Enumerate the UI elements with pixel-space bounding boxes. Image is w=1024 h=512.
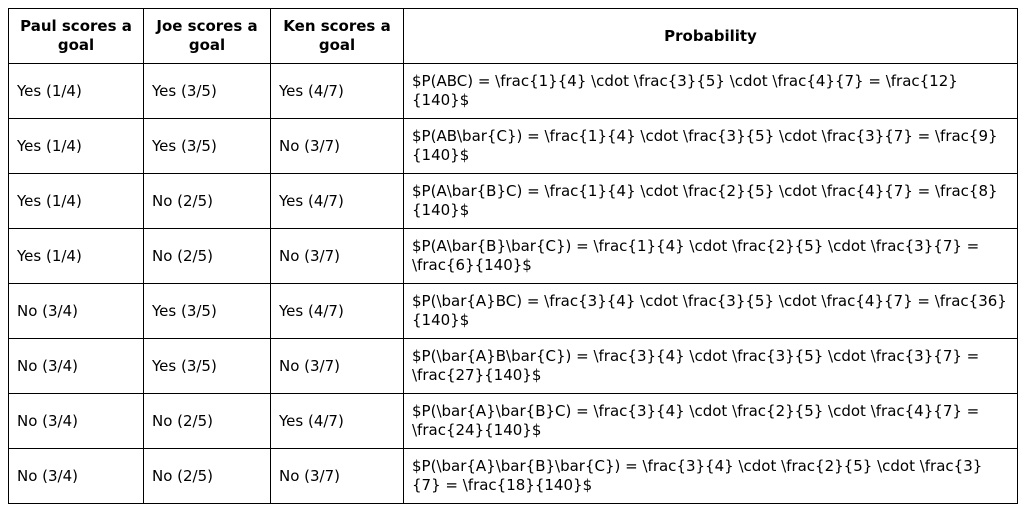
cell-probability: $P(ABC) = \frac{1}{4} \cdot \frac{3}{5} … [403, 63, 1018, 119]
cell-joe: No (2/5) [143, 173, 271, 229]
table-row: No (3/4) Yes (3/5) Yes (4/7) $P(\bar{A}BC) … [8, 283, 1018, 339]
cell-ken: Yes (4/7) [270, 393, 404, 449]
cell-joe: Yes (3/5) [143, 283, 271, 339]
header-probability: Probability [403, 8, 1018, 64]
cell-paul: Yes (1/4) [8, 173, 144, 229]
cell-paul: Yes (1/4) [8, 63, 144, 119]
cell-paul: No (3/4) [8, 448, 144, 504]
table-row: No (3/4) No (2/5) Yes (4/7) $P(\bar{A}\bar{… [8, 393, 1018, 449]
cell-ken: No (3/7) [270, 118, 404, 174]
cell-probability: $P(\bar{A}\bar{B}C) = \frac{3}{4} \cdot … [403, 393, 1018, 449]
table-row: Yes (1/4) No (2/5) No (3/7) $P(A\bar{B}\bar… [8, 228, 1018, 284]
header-row: Paul scores a goal Joe scores a goal Ken… [8, 8, 1018, 64]
cell-joe: Yes (3/5) [143, 118, 271, 174]
cell-joe: No (2/5) [143, 393, 271, 449]
table-row: Yes (1/4) Yes (3/5) No (3/7) $P(AB\bar{C}) … [8, 118, 1018, 174]
header-paul: Paul scores a goal [8, 8, 144, 64]
header-joe: Joe scores a goal [143, 8, 271, 64]
cell-ken: No (3/7) [270, 228, 404, 284]
cell-ken: Yes (4/7) [270, 283, 404, 339]
cell-probability: $P(AB\bar{C}) = \frac{1}{4} \cdot \frac{… [403, 118, 1018, 174]
cell-probability: $P(\bar{A}\bar{B}\bar{C}) = \frac{3}{4} … [403, 448, 1018, 504]
table-row: No (3/4) No (2/5) No (3/7) $P(\bar{A}\bar{B… [8, 448, 1018, 504]
header-ken: Ken scores a goal [270, 8, 404, 64]
cell-ken: Yes (4/7) [270, 173, 404, 229]
cell-paul: No (3/4) [8, 283, 144, 339]
cell-joe: No (2/5) [143, 228, 271, 284]
cell-paul: Yes (1/4) [8, 228, 144, 284]
cell-probability: $P(\bar{A}B\bar{C}) = \frac{3}{4} \cdot … [403, 338, 1018, 394]
cell-probability: $P(A\bar{B}\bar{C}) = \frac{1}{4} \cdot … [403, 228, 1018, 284]
cell-paul: No (3/4) [8, 393, 144, 449]
cell-paul: No (3/4) [8, 338, 144, 394]
cell-paul: Yes (1/4) [8, 118, 144, 174]
table-row: No (3/4) Yes (3/5) No (3/7) $P(\bar{A}B\bar… [8, 338, 1018, 394]
cell-joe: No (2/5) [143, 448, 271, 504]
cell-ken: No (3/7) [270, 448, 404, 504]
cell-probability: $P(\bar{A}BC) = \frac{3}{4} \cdot \frac{… [403, 283, 1018, 339]
cell-joe: Yes (3/5) [143, 338, 271, 394]
cell-joe: Yes (3/5) [143, 63, 271, 119]
probability-table: Paul scores a goal Joe scores a goal Ken… [8, 8, 1018, 504]
cell-ken: No (3/7) [270, 338, 404, 394]
cell-probability: $P(A\bar{B}C) = \frac{1}{4} \cdot \frac{… [403, 173, 1018, 229]
table-row: Yes (1/4) No (2/5) Yes (4/7) $P(A\bar{B}C) … [8, 173, 1018, 229]
table-row: Yes (1/4) Yes (3/5) Yes (4/7) $P(ABC) = \fr… [8, 63, 1018, 119]
cell-ken: Yes (4/7) [270, 63, 404, 119]
